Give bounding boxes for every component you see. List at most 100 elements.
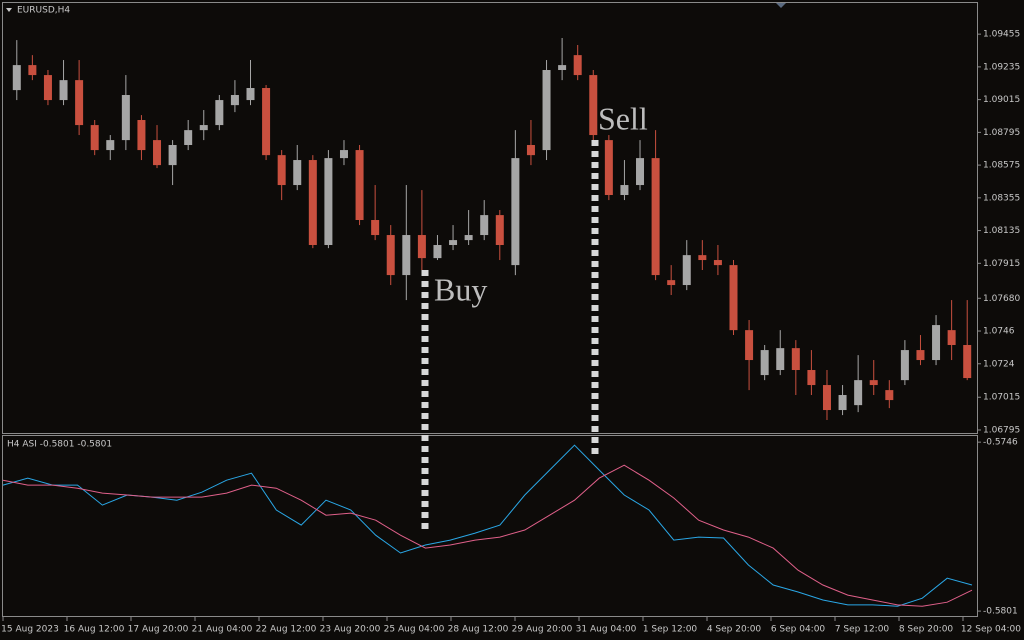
x-tick-label: 16 Aug 12:00 <box>64 625 125 635</box>
sell-annotation: Sell <box>598 100 648 136</box>
y-tick-label: -0.5801 <box>983 607 1018 617</box>
x-tick-label: 8 Sep 20:00 <box>899 625 954 635</box>
indicator-line <box>2 444 973 607</box>
candle-body <box>495 215 504 246</box>
candle-body <box>433 245 442 259</box>
candle-body <box>869 380 878 386</box>
candle-body <box>729 265 738 331</box>
y-tick-label: 1.08355 <box>983 193 1020 203</box>
x-tick-label: 6 Sep 04:00 <box>771 625 826 635</box>
candle-body <box>230 95 239 106</box>
scroll-marker <box>776 3 786 8</box>
buy-annotation: Buy <box>434 271 487 307</box>
candle-body <box>807 370 816 386</box>
candle-body <box>449 240 458 246</box>
candle-body <box>651 158 660 276</box>
y-tick-label: 1.08795 <box>983 128 1020 138</box>
candle-body <box>246 88 255 101</box>
y-tick-label: 1.08575 <box>983 161 1020 171</box>
y-tick-label: 1.08135 <box>983 226 1020 236</box>
y-tick-label: 1.0746 <box>983 327 1015 337</box>
candle-body <box>900 350 909 381</box>
candle-body <box>698 255 707 261</box>
x-tick-label: 4 Sep 20:00 <box>707 625 762 635</box>
x-tick-label: 28 Aug 12:00 <box>448 625 509 635</box>
candle-body <box>713 260 722 266</box>
x-tick-label: 22 Aug 12:00 <box>256 625 317 635</box>
candle-body <box>636 158 645 186</box>
indicator-title: H4 ASI -0.5801 -0.5801 <box>7 440 112 450</box>
candle-body <box>885 390 894 401</box>
candle-body <box>293 160 302 186</box>
candle-body <box>75 80 84 126</box>
candle-body <box>90 125 99 151</box>
candle-body <box>526 145 535 156</box>
candle-body <box>760 350 769 376</box>
candle-body <box>464 235 473 241</box>
candle-body <box>153 140 162 166</box>
candle-body <box>947 330 956 346</box>
candle-body <box>59 80 68 101</box>
candle-body <box>215 100 224 126</box>
x-tick-label: 31 Aug 04:00 <box>576 625 637 635</box>
candle-body <box>916 350 925 361</box>
candle-body <box>106 140 115 151</box>
candle-body <box>667 280 676 286</box>
candle-body <box>262 88 271 156</box>
x-tick-label: 15 Aug 2023 <box>1 625 59 635</box>
candle-body <box>480 215 489 236</box>
candle-body <box>932 325 941 361</box>
candle-body <box>339 150 348 159</box>
y-tick-label: 1.07680 <box>983 294 1020 304</box>
candle-body <box>573 55 582 76</box>
candle-body <box>791 348 800 371</box>
candle-body <box>854 380 863 406</box>
y-tick-label: 1.06795 <box>983 425 1020 435</box>
x-tick-label: 29 Aug 20:00 <box>512 625 573 635</box>
candle-body <box>371 220 380 236</box>
y-tick-label: 1.07015 <box>983 393 1020 403</box>
candle-body <box>199 125 208 131</box>
price-panel-frame <box>2 2 978 434</box>
x-tick-label: 23 Aug 20:00 <box>320 625 381 635</box>
candle-body <box>184 130 193 146</box>
candle-body <box>308 160 317 246</box>
y-tick-label: 1.0724 <box>983 359 1015 369</box>
candle-body <box>324 158 333 246</box>
candle-body <box>511 158 520 266</box>
menu-arrow <box>6 8 12 12</box>
candle-body <box>43 75 52 101</box>
candle-body <box>963 345 972 379</box>
x-tick-label: 7 Sep 12:00 <box>835 625 890 635</box>
candle-body <box>682 255 691 286</box>
candle-body <box>822 385 831 411</box>
indicator-line <box>2 464 973 607</box>
candle-body <box>604 140 613 196</box>
y-tick-label: 1.09235 <box>983 62 1020 72</box>
candle-body <box>402 235 411 276</box>
y-tick-label: 1.07915 <box>983 259 1020 269</box>
candle-body <box>838 395 847 411</box>
x-tick-label: 1 Sep 12:00 <box>643 625 698 635</box>
y-tick-label: -0.5746 <box>983 438 1018 448</box>
x-tick-label: 17 Aug 20:00 <box>128 625 189 635</box>
candle-body <box>776 348 785 371</box>
candle-body <box>745 330 754 361</box>
indicator-panel-frame <box>2 435 978 617</box>
candle-body <box>168 145 177 166</box>
candle-body <box>355 150 364 221</box>
x-tick-label: 25 Aug 04:00 <box>384 625 445 635</box>
candle-body <box>558 65 567 71</box>
candle-body <box>277 155 286 186</box>
candle-body <box>121 95 130 141</box>
candle-body <box>589 75 598 136</box>
candle-body <box>386 235 395 276</box>
y-tick-label: 1.09015 <box>983 95 1020 105</box>
candle-body <box>417 235 426 259</box>
candle-body <box>137 120 146 151</box>
y-tick-label: 1.09455 <box>983 30 1020 40</box>
candle-body <box>12 65 21 91</box>
candle-body <box>542 70 551 151</box>
x-tick-label: 12 Sep 04:00 <box>961 625 1021 635</box>
